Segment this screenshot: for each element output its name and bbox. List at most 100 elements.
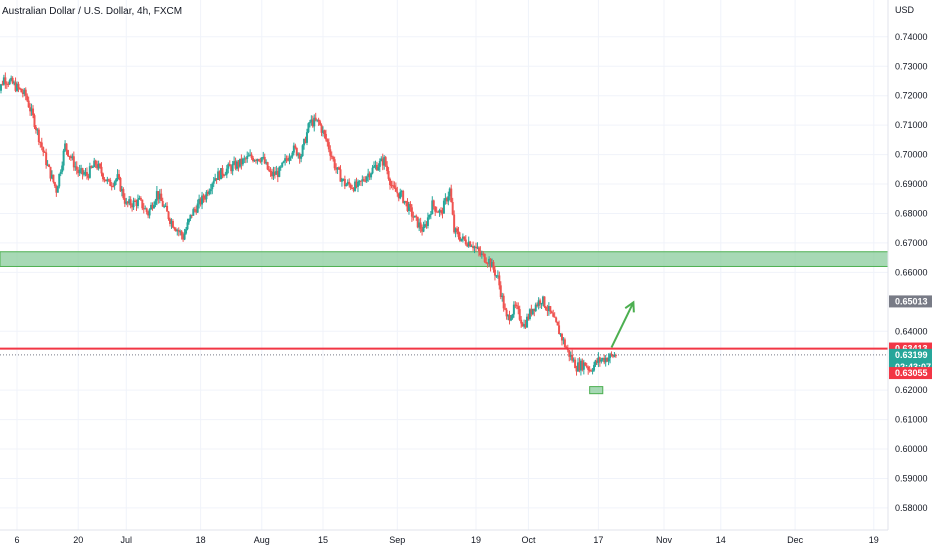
candle-body: [68, 155, 71, 157]
resistance-zone[interactable]: [0, 251, 889, 267]
candle-body: [118, 174, 120, 178]
candle-body: [492, 262, 495, 270]
candle-body: [18, 88, 21, 90]
candle-body: [345, 184, 348, 187]
candle-body: [572, 359, 575, 361]
candle-body: [320, 124, 323, 133]
candle-body: [399, 192, 402, 199]
currency-label: USD: [895, 5, 915, 15]
candle-body: [578, 362, 581, 371]
candle-body: [339, 169, 342, 182]
candle-body: [448, 188, 451, 197]
candle-body: [342, 178, 345, 180]
candle-body: [231, 164, 234, 172]
candle-body: [491, 262, 494, 268]
candle-body: [234, 161, 237, 169]
candle-body: [69, 156, 72, 159]
candle-body: [614, 355, 617, 357]
candle-body: [136, 199, 139, 207]
candle-body: [169, 219, 171, 224]
y-tick-label: 0.67000: [895, 238, 928, 248]
candle-body: [151, 204, 154, 209]
candle-body: [579, 360, 582, 371]
candle-body: [588, 369, 591, 371]
candle-body: [160, 193, 163, 201]
candle-body: [515, 305, 518, 307]
level-price-badge-bg: [889, 295, 932, 308]
candle-body: [187, 218, 190, 223]
candle-body: [131, 205, 134, 208]
candle-body: [546, 309, 549, 311]
candle-body: [300, 156, 303, 159]
y-tick-label: 0.64000: [895, 326, 928, 336]
candle-body: [208, 191, 211, 195]
candle-body: [391, 185, 394, 187]
candle-body: [103, 179, 106, 181]
candle-body: [327, 142, 330, 150]
candle-body: [593, 365, 596, 371]
candle-body: [480, 253, 483, 256]
candle-body: [88, 166, 91, 178]
candle-body: [517, 306, 520, 310]
candle-body: [119, 177, 122, 192]
candle-body: [514, 304, 517, 306]
candle-body: [227, 164, 230, 169]
candle-body: [157, 191, 160, 200]
candle-body: [537, 300, 540, 306]
candle-body: [453, 214, 456, 233]
candle-body: [10, 77, 13, 81]
candle-body: [563, 339, 566, 347]
price-axis[interactable]: [888, 0, 932, 530]
candle-body: [116, 174, 119, 180]
candle-body: [367, 173, 370, 177]
candle-body: [558, 325, 561, 335]
candle-body: [409, 203, 412, 208]
candle-body: [148, 209, 151, 216]
candle-body: [252, 157, 255, 162]
candle-body: [39, 141, 42, 143]
candle-body: [271, 172, 273, 177]
candle-body: [147, 211, 150, 216]
candle-body: [247, 155, 250, 157]
candle-body: [279, 166, 282, 168]
candle-body: [62, 150, 65, 166]
candle-body: [244, 158, 247, 160]
candle-body: [158, 193, 161, 200]
candle-body: [29, 107, 32, 112]
low-price-badge-bg: [889, 367, 932, 380]
candle-body: [559, 333, 562, 335]
candle-body: [243, 158, 246, 160]
candle-body: [214, 178, 217, 181]
candle-body: [167, 211, 170, 220]
candle-body: [109, 179, 112, 186]
candle-body: [429, 214, 432, 216]
candle-body: [275, 171, 278, 175]
candle-body: [610, 353, 613, 355]
candle-body: [590, 370, 593, 372]
candle-body: [265, 162, 268, 164]
chart-title: Australian Dollar / U.S. Dollar, 4h, FXC…: [2, 6, 182, 17]
candle-body: [263, 156, 266, 164]
candle-body: [413, 215, 416, 218]
current-price-badge: 0.63199: [895, 350, 928, 360]
candle-body: [607, 358, 610, 362]
candle-body: [560, 333, 563, 341]
candle-body: [120, 189, 123, 192]
candle-body: [380, 158, 383, 161]
arrow-shaft[interactable]: [610, 301, 635, 348]
candle-body: [507, 314, 510, 317]
time-axis[interactable]: [0, 530, 932, 550]
candle-body: [23, 89, 26, 94]
x-tick-label: Sep: [389, 535, 405, 545]
candle-body: [441, 210, 444, 214]
candle-body: [301, 145, 304, 157]
candle-body: [432, 200, 435, 207]
candle-body: [488, 258, 491, 264]
bottom-zone[interactable]: [589, 386, 604, 395]
y-tick-label: 0.72000: [895, 91, 928, 101]
candle-body: [495, 275, 498, 277]
candle-body: [180, 231, 183, 236]
candle-body: [412, 216, 415, 218]
